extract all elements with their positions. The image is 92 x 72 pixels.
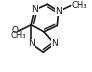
- Text: N: N: [31, 5, 38, 14]
- Text: CH₃: CH₃: [71, 1, 87, 10]
- Text: N: N: [28, 39, 35, 48]
- Text: N: N: [51, 39, 58, 48]
- Text: CH₃: CH₃: [11, 31, 26, 40]
- Text: N: N: [55, 7, 62, 16]
- Text: O: O: [11, 26, 18, 35]
